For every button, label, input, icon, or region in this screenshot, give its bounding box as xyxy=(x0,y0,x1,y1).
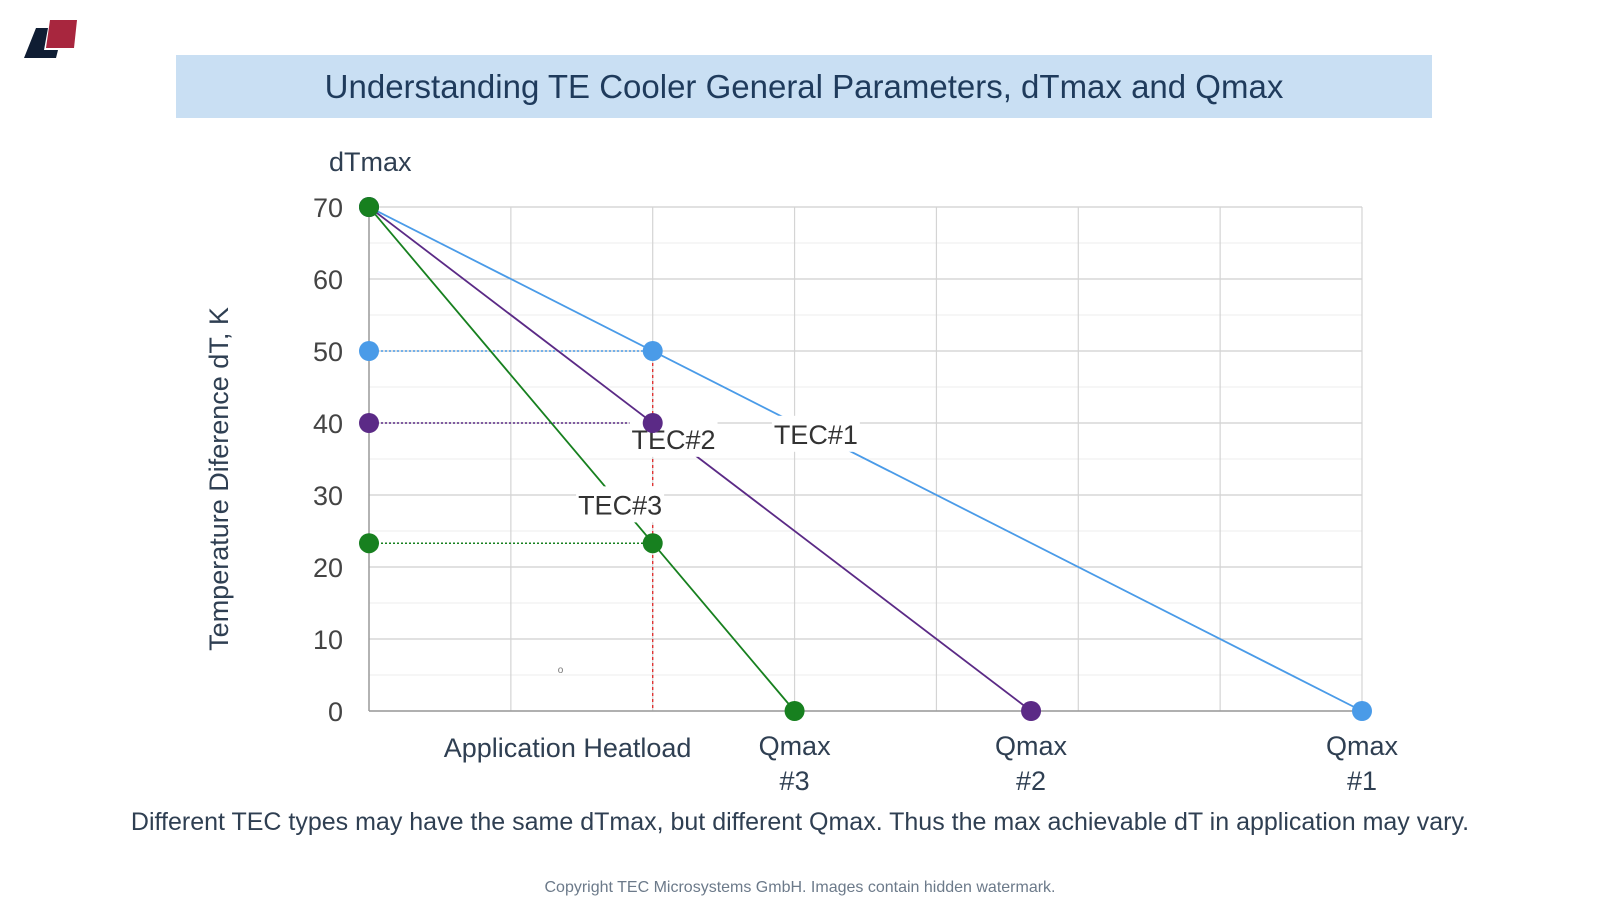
y-tick-label: 40 xyxy=(313,409,343,439)
series-label-3: TEC#3 xyxy=(578,490,662,520)
series-labels: TEC#1 TEC#2 TEC#3 xyxy=(576,415,860,523)
y-tick-label: 50 xyxy=(313,337,343,367)
tec-microsystems-logo xyxy=(24,20,77,58)
series-label-bg-3 xyxy=(576,486,665,523)
series-label-2: TEC#2 xyxy=(632,425,716,455)
page-title: Understanding TE Cooler General Paramete… xyxy=(324,67,1284,105)
axis-text: 0 10 20 30 40 50 60 70 Temperature Diference dT,… xyxy=(204,147,1399,796)
y-tick-label: 20 xyxy=(313,553,343,583)
qmax-point-3 xyxy=(784,701,805,721)
logo-dark-shape xyxy=(24,28,58,58)
qmax-number-1: #1 xyxy=(1347,766,1377,796)
qmax-label-3: Qmax xyxy=(759,731,832,761)
y-tick-label: 30 xyxy=(313,481,343,511)
series-line-2 xyxy=(368,206,1032,712)
x-axis-title: Application Heatload xyxy=(444,733,692,763)
grid xyxy=(369,206,1363,712)
qmax-point-2 xyxy=(1021,701,1042,721)
copyright-notice: Copyright TEC Microsystems GmbH. Images … xyxy=(544,879,1056,896)
qmax-label-2: Qmax xyxy=(995,731,1068,761)
series-line-1 xyxy=(368,206,1363,712)
dtmax-axis-caption: dTmax xyxy=(329,147,412,177)
y-tick-label: 70 xyxy=(313,193,343,223)
series-lines xyxy=(368,206,1363,712)
application-point-1 xyxy=(642,341,663,361)
application-guides xyxy=(369,350,654,711)
chart-caption: Different TEC types may have the same dT… xyxy=(130,808,1470,836)
y-axis-title: Temperature Diference dT, K xyxy=(204,307,234,651)
page-title-banner: Understanding TE Cooler General Paramete… xyxy=(176,55,1432,118)
data-points xyxy=(359,197,1372,721)
dtmax-point-3 xyxy=(359,197,379,217)
series-label-bg-1 xyxy=(771,415,860,452)
y-tick-label: 60 xyxy=(313,265,343,295)
application-point-2 xyxy=(642,413,663,433)
stray-mark: o xyxy=(558,665,564,676)
y-axis-application-point-3 xyxy=(359,533,379,554)
qmax-number-3: #3 xyxy=(780,766,810,796)
application-point-3 xyxy=(642,533,663,554)
qmax-point-1 xyxy=(1352,701,1372,721)
qmax-label-1: Qmax xyxy=(1326,731,1399,761)
y-tick-label: 0 xyxy=(328,697,343,727)
qmax-number-2: #2 xyxy=(1016,766,1046,796)
logo-red-shape xyxy=(46,20,77,48)
series-label-1: TEC#1 xyxy=(774,420,858,450)
series-line-3 xyxy=(368,206,796,712)
y-tick-label: 10 xyxy=(313,625,343,655)
y-axis-application-point-1 xyxy=(359,341,379,361)
axes xyxy=(368,207,1362,712)
y-axis-application-point-2 xyxy=(359,413,379,433)
